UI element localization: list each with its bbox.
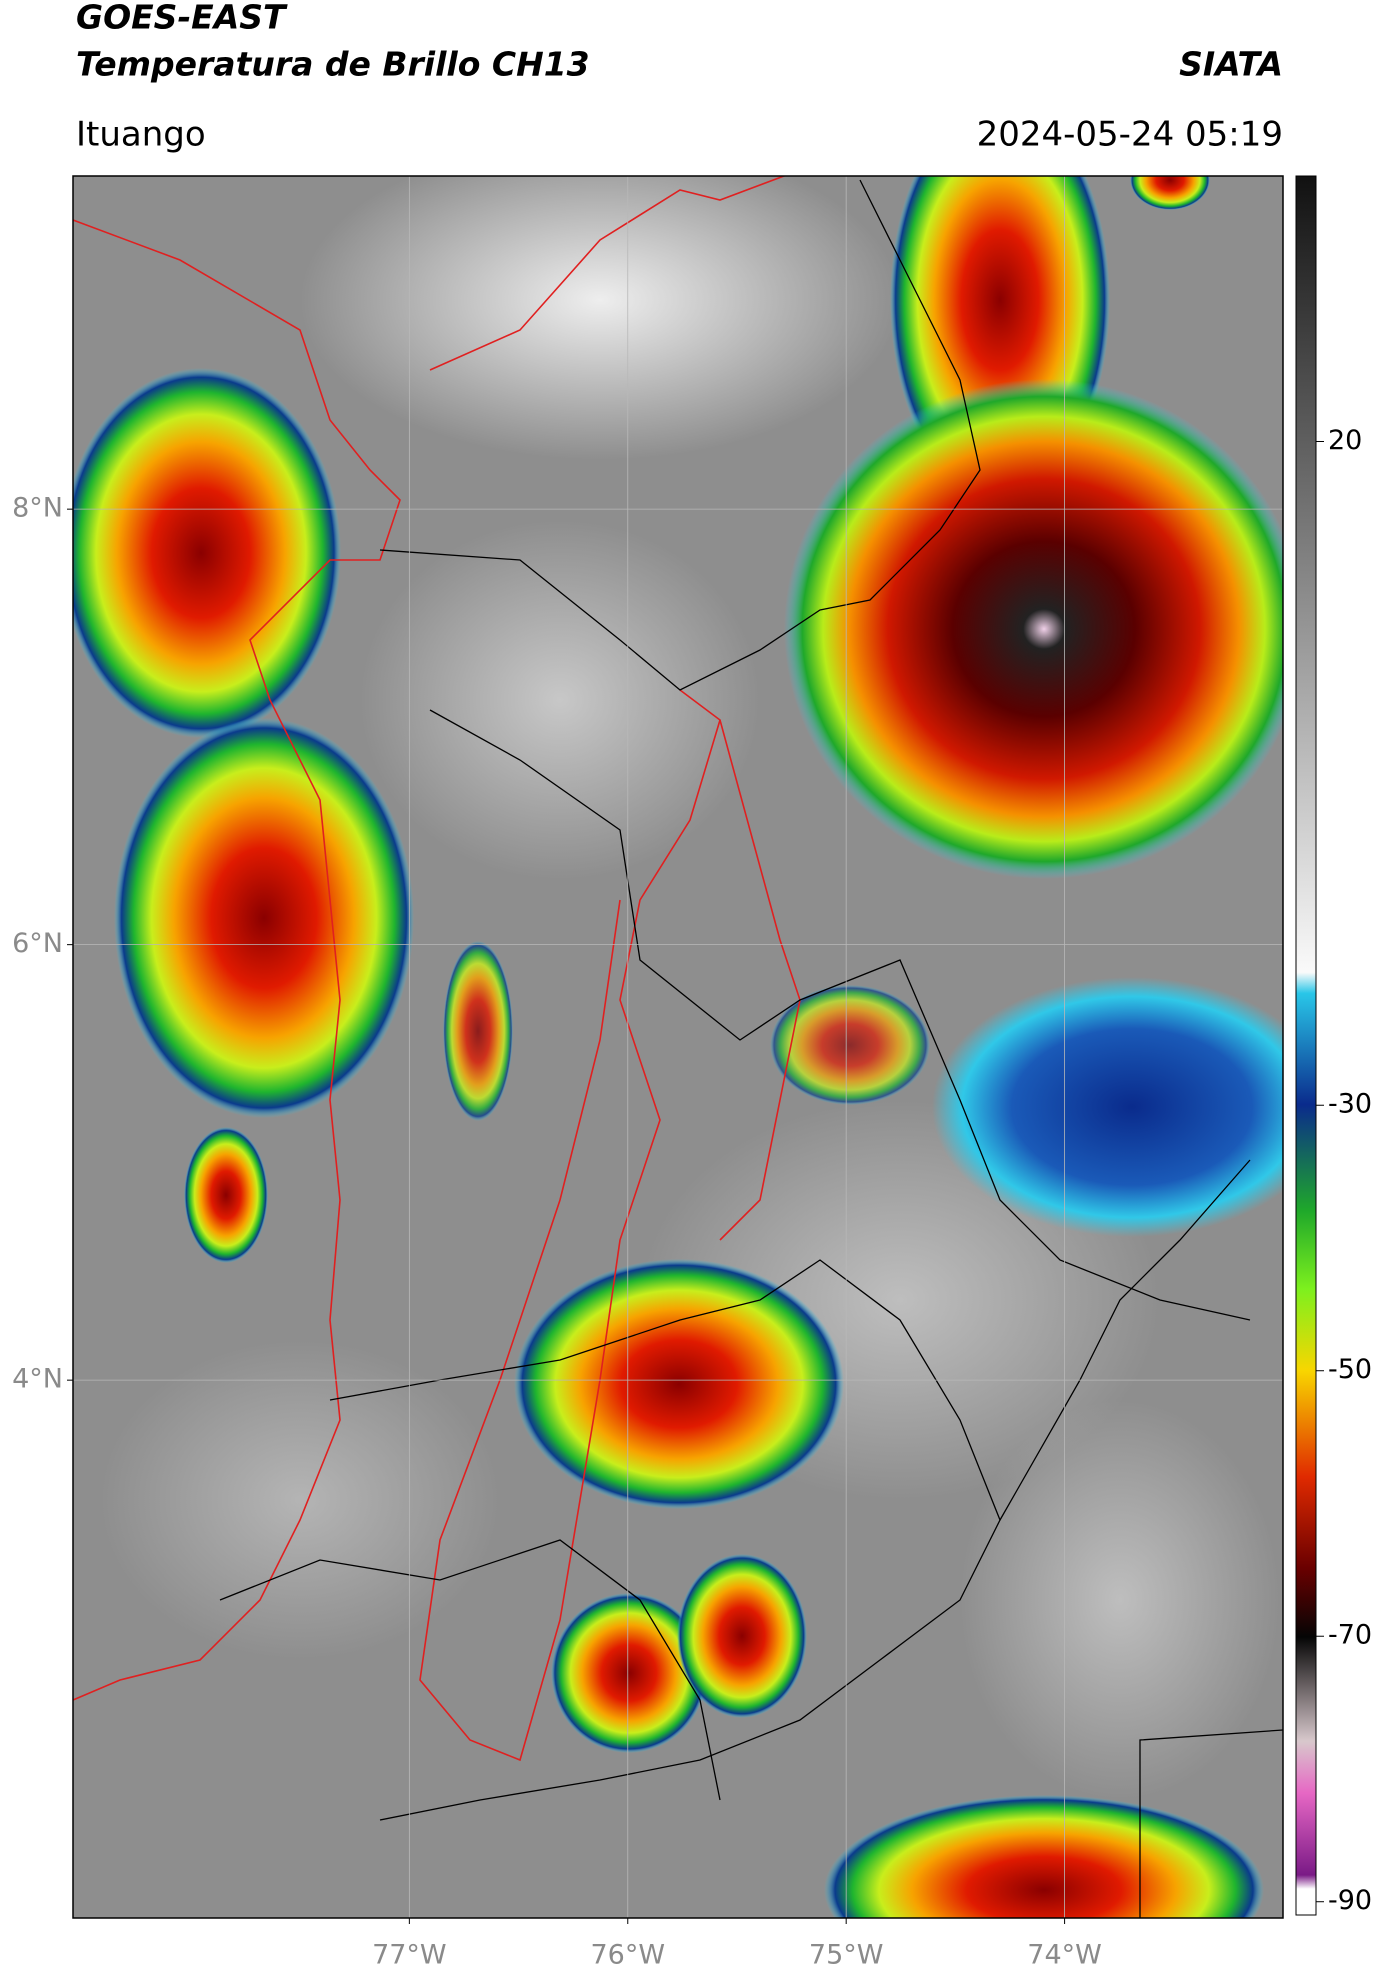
y-tick-label: 8°N bbox=[12, 493, 63, 524]
satellite-image bbox=[73, 176, 1283, 1918]
subtitle: Temperatura de Brillo CH13 bbox=[76, 45, 590, 84]
source: SIATA bbox=[1179, 45, 1283, 84]
y-tick-label: 6°N bbox=[12, 928, 63, 959]
title: GOES-EAST bbox=[76, 0, 288, 37]
map-frame bbox=[72, 175, 1284, 1919]
colorbar-label: 20 bbox=[1328, 425, 1362, 456]
timestamp: 2024-05-24 05:19 bbox=[977, 115, 1283, 155]
x-tick-label: 77°W bbox=[372, 1940, 447, 1971]
y-tick-label: 4°N bbox=[12, 1364, 63, 1395]
colorbar-label: -30 bbox=[1328, 1089, 1372, 1120]
colorbar-label: -90 bbox=[1328, 1885, 1372, 1916]
colorbar-label: -70 bbox=[1328, 1620, 1372, 1651]
colorbar bbox=[1295, 175, 1317, 1916]
x-tick-label: 75°W bbox=[809, 1940, 884, 1971]
colorbar-label: -50 bbox=[1328, 1354, 1372, 1385]
location: Ituango bbox=[76, 115, 206, 155]
x-tick-label: 74°W bbox=[1027, 1940, 1102, 1971]
x-tick-label: 76°W bbox=[590, 1940, 665, 1971]
